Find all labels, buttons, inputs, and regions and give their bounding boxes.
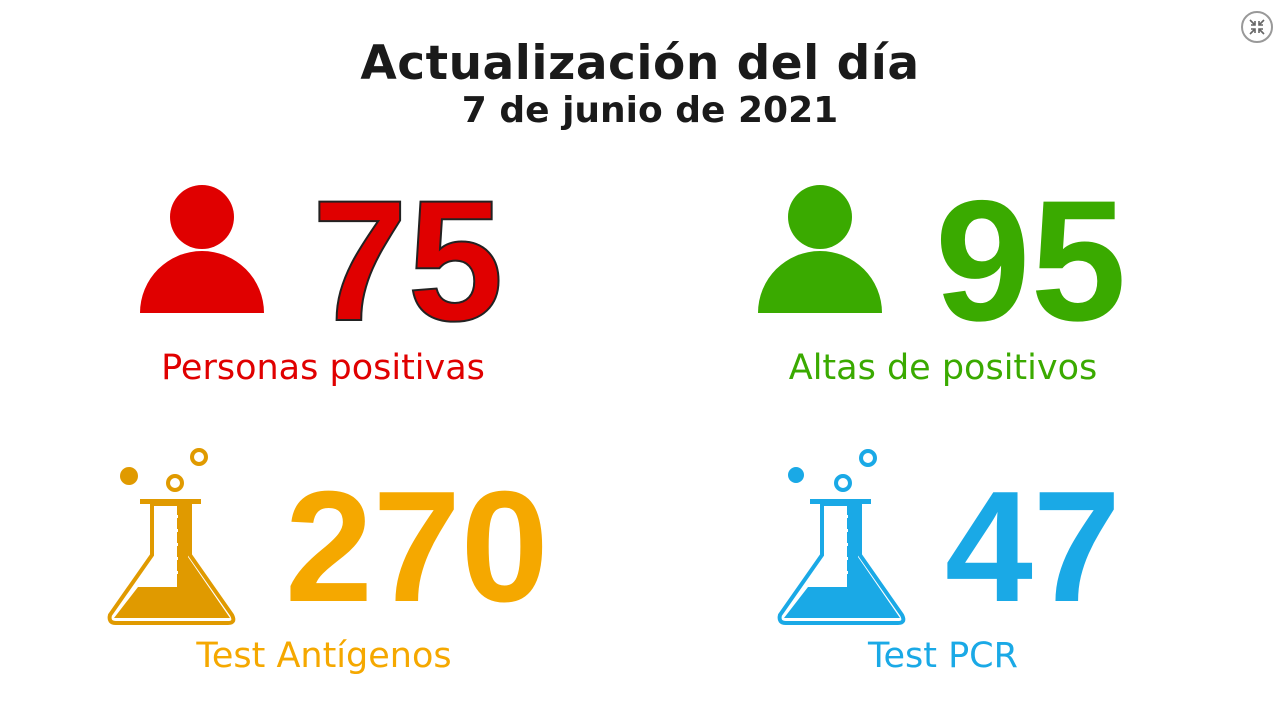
flask-icon (777, 449, 906, 625)
stat-value-altas: 95 (935, 165, 1127, 357)
collapse-arrows-icon (1249, 19, 1265, 35)
stat-label-pcr: Test PCR (868, 636, 1018, 676)
exit-fullscreen-button[interactable] (1241, 11, 1273, 43)
stat-value-pcr: 47 (945, 459, 1121, 635)
flask-icon (107, 448, 236, 625)
stat-value-antigenos: 270 (285, 459, 549, 635)
page-title: Actualización del día (360, 36, 920, 91)
stat-value-positivos: 75 (311, 165, 504, 357)
person-icon (140, 185, 264, 313)
person-icon (758, 185, 882, 313)
stat-label-positivos: Personas positivas (161, 348, 485, 388)
page-date: 7 de junio de 2021 (461, 90, 839, 131)
stat-label-altas: Altas de positivos (788, 348, 1098, 388)
stat-label-antigenos: Test Antígenos (196, 636, 452, 676)
